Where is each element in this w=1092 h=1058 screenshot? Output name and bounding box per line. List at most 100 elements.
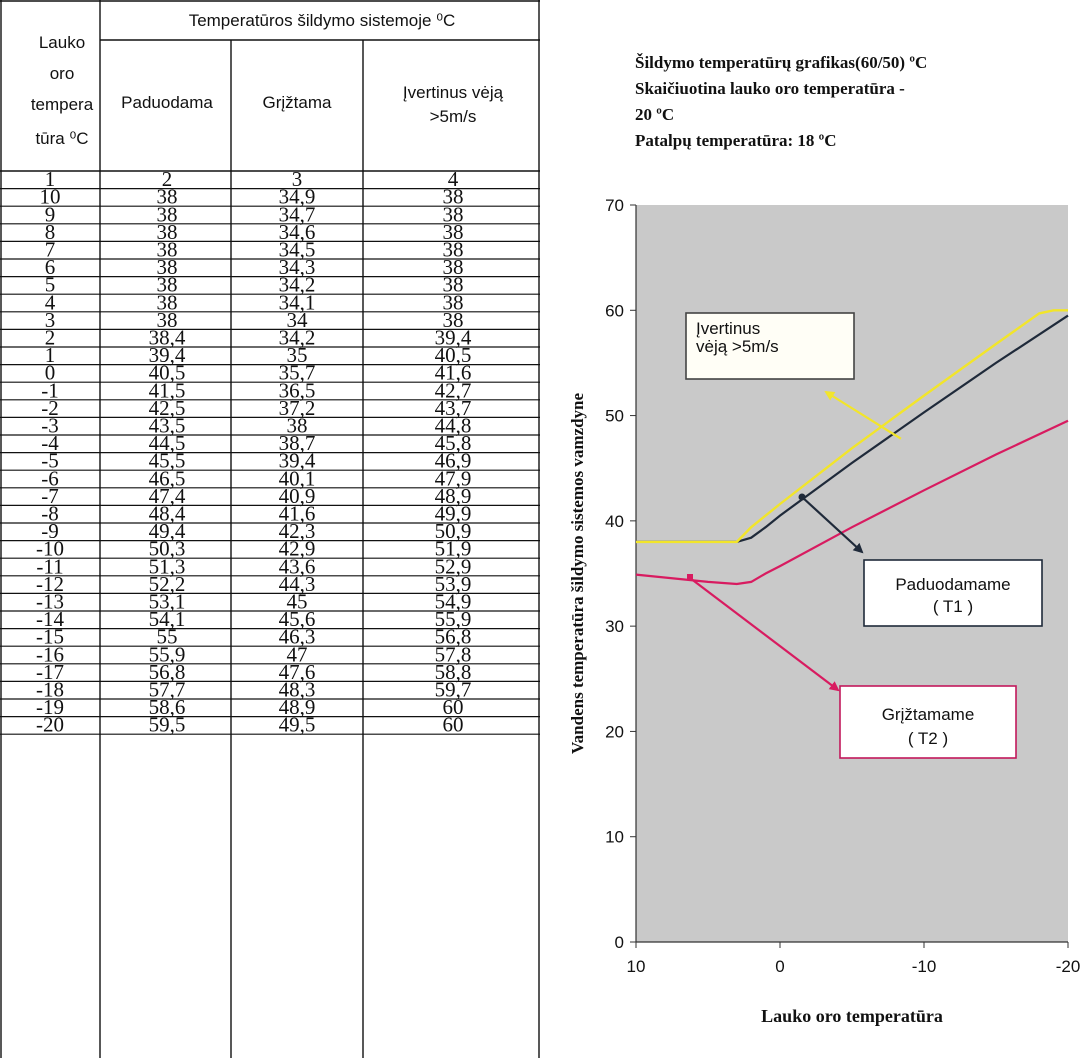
col4-header-line1: Įvertinus vėją [403,83,504,102]
y-tick-label: 0 [615,933,624,952]
table-cell: 39,4 [435,326,472,350]
table-cell: 38 [443,220,464,244]
table-cell: -17 [36,660,64,684]
table-cell: 47,4 [149,484,186,508]
table-cell: 46,5 [149,466,186,490]
table-cell: 38 [157,308,178,332]
table-cell: -16 [36,642,64,666]
table-cell: 49,9 [435,502,472,526]
series-line-supply [636,314,1069,544]
annotation-arrow-return [689,577,840,692]
table-cell: 49,5 [279,713,316,737]
annotation-point-supply [798,493,806,501]
table-cell: -8 [41,502,59,526]
table-cell: 57,8 [435,642,472,666]
table-cell: 41,6 [279,502,316,526]
table-cell: -9 [41,519,59,543]
table-cell: 38 [443,238,464,262]
group-header: Temperatūros šildymo sistemoje ⁰C [189,11,456,30]
table-cell: 52,9 [435,554,472,578]
annotation-label: ( T2 ) [908,729,948,748]
table-cell: 56,8 [149,660,186,684]
table-cell: 34,2 [279,273,316,297]
table-cell: 38 [157,290,178,314]
col4-header-line2: >5m/s [430,107,477,126]
annotation-label: vėją >5m/s [696,337,779,356]
table-cell: -14 [36,607,64,631]
table-cell: 44,8 [435,414,472,438]
table-cell: 40,5 [435,343,472,367]
table-cell: 38 [443,202,464,226]
x-axis-label: Lauko oro temperatūra [761,1006,943,1026]
table-cell: 10 [40,185,61,209]
table-cell: 0 [45,361,56,385]
table-cell: -7 [41,484,59,508]
table-cell: 50,3 [149,537,186,561]
table-cell: 1 [45,343,56,367]
table-cell: 34,6 [279,220,316,244]
table-cell: 43,6 [279,554,316,578]
table-cell: 38 [157,273,178,297]
y-tick-label: 60 [605,301,624,320]
col2-header: Paduodama [121,93,213,112]
table-cell: 52,2 [149,572,186,596]
col1-header-line2: oro [50,64,75,83]
table-cell: 46,9 [435,449,472,473]
table-cell: 38 [443,273,464,297]
table-cell: 49,4 [149,519,186,543]
table-cell: 48,4 [149,502,186,526]
table-cell: -2 [41,396,59,420]
table-cell: 38 [157,220,178,244]
table-cell: 41,6 [435,361,472,385]
table-cell: 38,7 [279,431,316,455]
annotation-arrow-supply [801,496,864,554]
table-cell: 46,3 [279,625,316,649]
table-cell: 45 [287,590,308,614]
table-cell: 47 [287,642,308,666]
x-tick-label: 0 [775,957,784,976]
table-cell: 43,7 [435,396,472,420]
table-cell: 38 [287,414,308,438]
table-cell: -5 [41,449,59,473]
temperature-table: Lauko oro tempera tūra ⁰C Temperatūros š… [0,0,540,1058]
col3-header: Grįžtama [263,93,333,112]
table-cell: 34,5 [279,238,316,262]
table-cell: 38 [157,185,178,209]
table-cell: 40,9 [279,484,316,508]
table-cell: 48,3 [279,678,316,702]
table-cell: 51,9 [435,537,472,561]
col1-header-line3: tempera [31,95,94,114]
table-cell: 9 [45,202,56,226]
table-cell: -13 [36,590,64,614]
table-cell: 38 [443,308,464,332]
table-cell: 8 [45,220,56,244]
table-cell: 40,1 [279,466,316,490]
col1-header-line4: tūra ⁰C [35,129,88,148]
table-cell: 59,5 [149,713,186,737]
series-line-return [635,419,1069,586]
y-tick-label: 10 [605,828,624,847]
table-cell: 38,4 [149,326,186,350]
table-cell: 56,8 [435,625,472,649]
annotation-box-wind [685,312,855,380]
table-cell: 3 [45,308,56,332]
table-cell: 38 [443,185,464,209]
table-cell: 34 [287,308,309,332]
annotation-point-return [687,574,693,580]
table-cell: 42,9 [279,537,316,561]
table-cell: 44,3 [279,572,316,596]
table-cell: 34,9 [279,185,316,209]
table-col-number: 4 [448,167,459,191]
table-cell: 58,6 [149,695,186,719]
info-line-2: Skaičiuotina lauko oro temperatūra - [635,79,905,98]
table-cell: 2 [45,326,56,350]
y-tick-label: 70 [605,196,624,215]
table-cell: 38 [443,290,464,314]
table-cell: 55 [157,625,178,649]
series-line-wind [636,309,1068,544]
table-cell: 60 [443,713,464,737]
chart-info-block: Šildymo temperatūrų grafikas(60/50) ºC S… [635,50,1075,154]
table-cell: -12 [36,572,64,596]
col1-header-line1: Lauko [39,33,85,52]
